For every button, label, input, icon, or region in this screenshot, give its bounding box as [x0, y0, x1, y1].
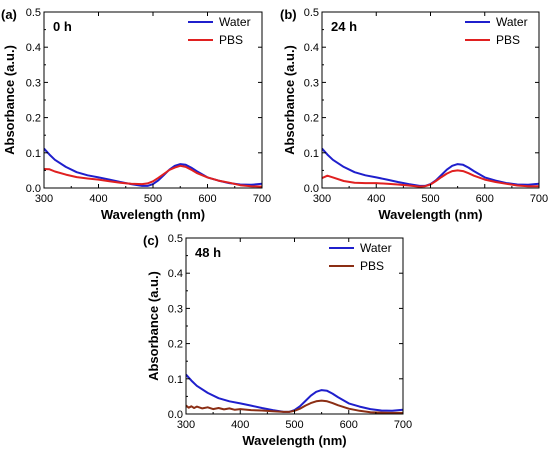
- x-axis-label: Wavelength (nm): [242, 433, 346, 448]
- legend: Water PBS: [329, 241, 392, 273]
- y-tick-label: 0.1: [26, 148, 41, 160]
- series-lines: [322, 147, 539, 188]
- x-tick-label: 500: [285, 419, 303, 431]
- series-line-pbs: [186, 399, 403, 414]
- x-tick-label: 500: [421, 193, 439, 205]
- y-tick-label: 0.2: [168, 339, 183, 351]
- y-tick-label: 0.3: [168, 303, 183, 315]
- chart-panel-1: 300 400 500 600 700 0.0 0.1 0.2 0.3 0.4 0.5 Wavelen…: [280, 7, 548, 222]
- y-tick-label: 0.1: [168, 374, 183, 386]
- legend-entry: PBS: [219, 33, 243, 47]
- panel-label: (c): [143, 233, 159, 248]
- chart-panel-2: 300 400 500 600 700 0.0 0.1 0.2 0.3 0.4 0.5 Wavelen…: [143, 233, 412, 448]
- y-tick-label: 0.4: [26, 42, 41, 54]
- x-tick-label: 700: [253, 193, 271, 205]
- y-axis-label: Absorbance (a.u.): [146, 271, 161, 381]
- series-line-pbs: [44, 164, 262, 188]
- x-tick-label: 500: [144, 193, 162, 205]
- series-line-water: [186, 373, 403, 413]
- legend-entry: PBS: [496, 33, 520, 47]
- x-tick-label: 300: [35, 193, 53, 205]
- x-tick-label: 700: [530, 193, 548, 205]
- series-line-water: [322, 147, 539, 187]
- chart-panel-0: 300 400 500 600 700 0.0 0.1 0.2 0.3 0.4 0.5 Wavelen…: [1, 7, 271, 222]
- legend-entry: Water: [360, 241, 392, 255]
- y-axis-label: Absorbance (a.u.): [282, 45, 297, 155]
- x-tick-label: 600: [198, 193, 216, 205]
- x-axis-label: Wavelength (nm): [378, 207, 482, 222]
- x-tick-label: 400: [367, 193, 385, 205]
- y-tick-label: 0.5: [168, 233, 183, 245]
- y-tick-label: 0.2: [26, 113, 41, 125]
- y-tick-label: 0.0: [168, 409, 183, 421]
- series-lines: [186, 373, 403, 414]
- y-tick-label: 0.4: [168, 268, 183, 280]
- time-annotation: 48 h: [195, 245, 221, 260]
- y-tick-label: 0.4: [304, 42, 319, 54]
- panel-label: (a): [1, 7, 17, 22]
- time-annotation: 24 h: [331, 19, 357, 34]
- y-tick-label: 0.2: [304, 113, 319, 125]
- x-tick-label: 300: [313, 193, 331, 205]
- series-line-pbs: [322, 169, 539, 188]
- y-tick-label: 0.1: [304, 148, 319, 160]
- y-tick-label: 0.3: [304, 77, 319, 89]
- x-tick-label: 400: [89, 193, 107, 205]
- x-tick-label: 400: [231, 419, 249, 431]
- y-tick-label: 0.0: [304, 183, 319, 195]
- x-tick-label: 300: [177, 419, 195, 431]
- legend-entry: PBS: [360, 259, 384, 273]
- x-tick-label: 700: [394, 419, 412, 431]
- x-axis-label: Wavelength (nm): [101, 207, 205, 222]
- x-tick-label: 600: [340, 419, 358, 431]
- panel-label: (b): [280, 7, 297, 22]
- y-tick-label: 0.3: [26, 77, 41, 89]
- y-tick-label: 0.0: [26, 183, 41, 195]
- y-tick-label: 0.5: [304, 7, 319, 19]
- legend: Water PBS: [465, 15, 528, 47]
- legend-entry: Water: [496, 15, 528, 29]
- x-tick-label: 600: [476, 193, 494, 205]
- y-tick-label: 0.5: [26, 7, 41, 19]
- y-axis-label: Absorbance (a.u.): [2, 45, 17, 155]
- time-annotation: 0 h: [53, 19, 72, 34]
- legend: Water PBS: [188, 15, 251, 47]
- series-lines: [44, 147, 262, 188]
- legend-entry: Water: [219, 15, 251, 29]
